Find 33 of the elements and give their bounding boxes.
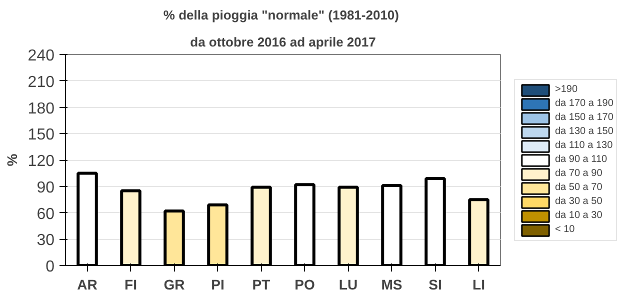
legend-label: da 110 a 130 [555,139,613,152]
legend-label: da 30 a 50 [555,195,602,208]
chart-subtitle: da ottobre 2016 ad aprile 2017 [190,34,376,50]
legend-label: da 150 a 170 [555,111,614,124]
y-tick-label: 0 [46,258,55,276]
x-tick-label: LI [472,276,485,292]
x-tick-label: PI [211,276,224,292]
legend-label: da 170 a 190 [555,97,614,110]
y-tick-label: 210 [28,74,55,91]
chart-title: % della pioggia "normale" (1981-2010) [163,8,399,22]
x-tick-label: AR [77,276,98,292]
x-tick-label: FI [124,276,137,292]
y-tick-label: 120 [28,153,55,170]
y-tick-label: 150 [28,126,55,144]
legend-label: da 10 a 30 [555,209,602,222]
legend-label: da 130 a 150 [555,125,614,138]
legend-label: da 90 a 110 [555,153,608,166]
x-tick-label: PT [252,276,271,292]
x-tick-label: PO [294,276,315,292]
y-axis-title: % [4,153,20,166]
legend-label: >190 [555,83,578,96]
y-tick-label: 30 [36,232,55,250]
y-tick-label: 60 [36,206,55,223]
y-tick-label: 180 [28,100,55,118]
legend-label: da 70 a 90 [555,167,602,180]
y-tick-label: 240 [28,48,55,64]
x-tick-label: SI [428,276,442,292]
legend-label: da 50 a 70 [555,181,602,194]
x-tick-label: MS [381,276,402,292]
x-tick-label: GR [164,276,185,292]
legend-label: < 10 [555,223,575,236]
x-tick-label: LU [338,276,358,292]
y-tick-label: 90 [36,179,55,196]
